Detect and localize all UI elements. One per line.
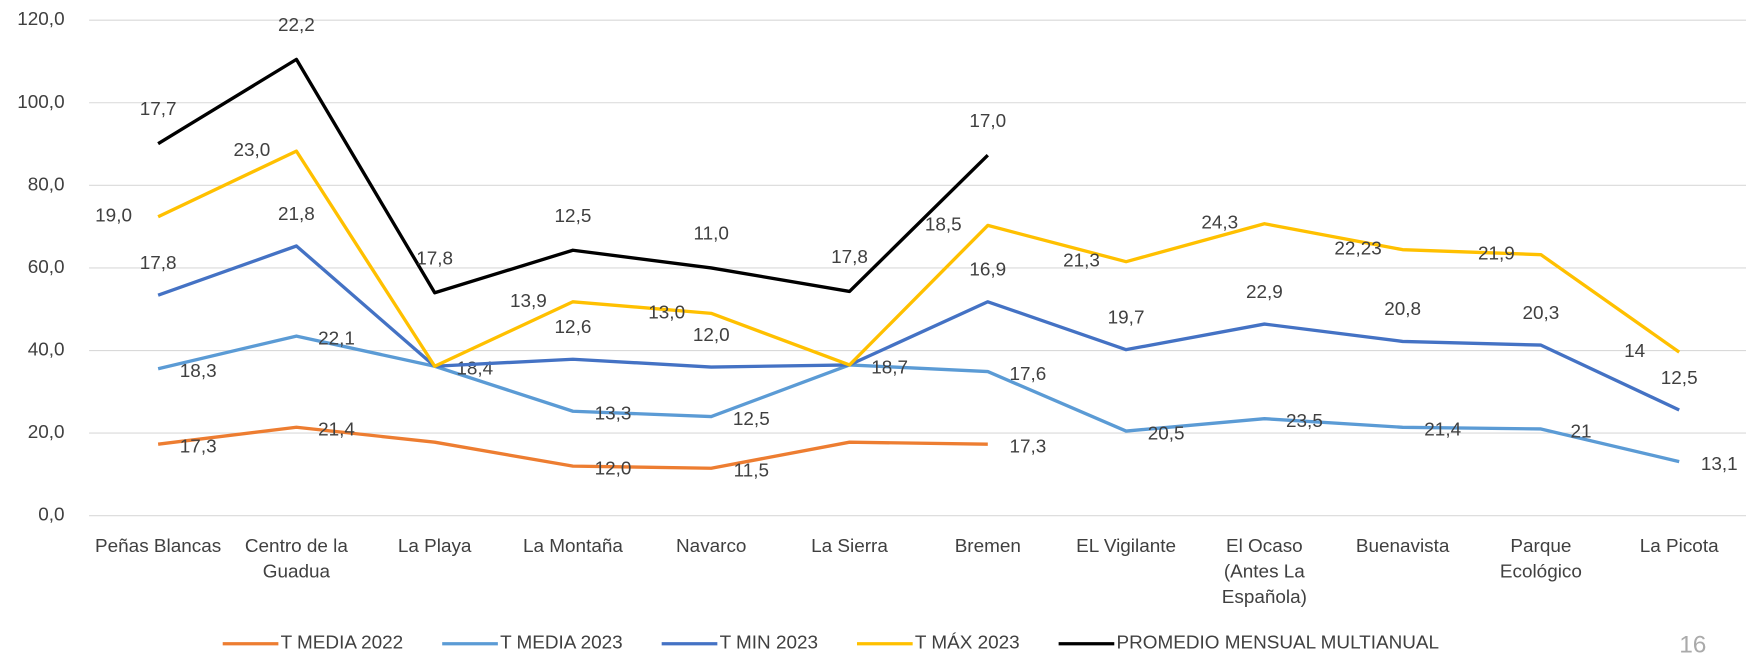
data-label: 17,6: [1009, 364, 1046, 385]
y-tick-label: 80,0: [28, 174, 65, 195]
data-label: 21,4: [1424, 420, 1461, 441]
series-line: [157, 244, 1680, 412]
data-label: 12,5: [733, 409, 770, 430]
data-label: 22,23: [1334, 239, 1381, 260]
legend-label: T MEDIA 2022: [281, 633, 404, 654]
x-tick-label: Buenavista: [1356, 536, 1450, 557]
data-label: 21,9: [1478, 244, 1515, 265]
y-tick-label: 120,0: [17, 9, 64, 30]
data-label: 16,9: [969, 260, 1006, 281]
data-label: 11,5: [734, 461, 769, 482]
data-label: 11,0: [694, 224, 729, 245]
x-tick-label: La Sierra: [811, 536, 888, 557]
data-label: 13,1: [1701, 454, 1738, 475]
data-label: 21,3: [1063, 251, 1100, 272]
data-label: 13,0: [648, 302, 685, 323]
x-tick-label: Navarco: [676, 536, 746, 557]
x-tick-label: Peñas Blancas: [95, 536, 221, 557]
data-label: 13,3: [595, 404, 632, 425]
series-line: [157, 149, 1681, 368]
legend-label: T MEDIA 2023: [500, 633, 623, 654]
legend-label: T MÁX 2023: [915, 633, 1020, 654]
data-label: 17,7: [140, 99, 177, 120]
data-label: 22,1: [318, 328, 355, 349]
data-label: 17,3: [180, 437, 217, 458]
y-tick-label: 0,0: [38, 505, 64, 526]
data-label: 13,9: [510, 291, 547, 312]
y-tick-label: 40,0: [28, 340, 65, 361]
data-label: 12,5: [555, 206, 592, 227]
legend-label: T MIN 2023: [720, 633, 818, 654]
data-label: 18,7: [871, 357, 908, 378]
data-label: 21,8: [278, 204, 315, 225]
series-line: [157, 425, 988, 470]
data-label: 24,3: [1201, 213, 1238, 234]
data-label: 12,5: [1661, 368, 1698, 389]
data-label: 21: [1570, 421, 1591, 442]
data-label: 20,8: [1384, 299, 1421, 320]
y-tick-label: 60,0: [28, 257, 65, 278]
data-label: 14: [1624, 341, 1645, 362]
x-tick-label: La Picota: [1640, 536, 1719, 557]
data-label: 18,3: [180, 361, 217, 382]
data-label: 17,8: [831, 247, 868, 268]
data-label: 17,0: [969, 111, 1006, 132]
data-label: 17,8: [416, 248, 453, 269]
data-label: 19,7: [1108, 308, 1145, 329]
x-tick-label: La Montaña: [523, 536, 623, 557]
data-label: 12,0: [693, 325, 730, 346]
x-tick-label: La Playa: [398, 536, 472, 557]
legend-label: PROMEDIO MENSUAL MULTIANUAL: [1117, 633, 1440, 654]
data-label: 12,6: [555, 317, 592, 338]
x-tick-label: Centro de la Guadua: [245, 536, 348, 583]
series-line: [157, 57, 989, 295]
data-label: 20,3: [1523, 303, 1560, 324]
series-line: [157, 334, 1680, 464]
data-label: 19,0: [95, 206, 132, 227]
data-label: 21,4: [318, 420, 355, 441]
y-tick-label: 20,0: [28, 422, 65, 443]
page-number: 16: [1679, 631, 1706, 655]
y-tick-label: 100,0: [17, 92, 64, 113]
x-tick-label: Parque Ecológico: [1500, 536, 1582, 583]
data-label: 22,9: [1246, 282, 1283, 303]
data-label: 23,5: [1286, 411, 1323, 432]
data-label: 17,3: [1009, 437, 1046, 458]
x-tick-label: EL Vigilante: [1076, 536, 1176, 557]
x-tick-label: Bremen: [955, 536, 1021, 557]
data-label: 18,4: [456, 359, 493, 380]
x-tick-label: El Ocaso (Antes La Española): [1222, 536, 1307, 608]
data-label: 22,2: [278, 15, 315, 36]
data-label: 18,5: [925, 214, 962, 235]
data-label: 17,8: [140, 253, 177, 274]
data-label: 23,0: [233, 140, 270, 161]
data-label: 20,5: [1148, 423, 1185, 444]
data-label: 12,0: [595, 458, 632, 479]
